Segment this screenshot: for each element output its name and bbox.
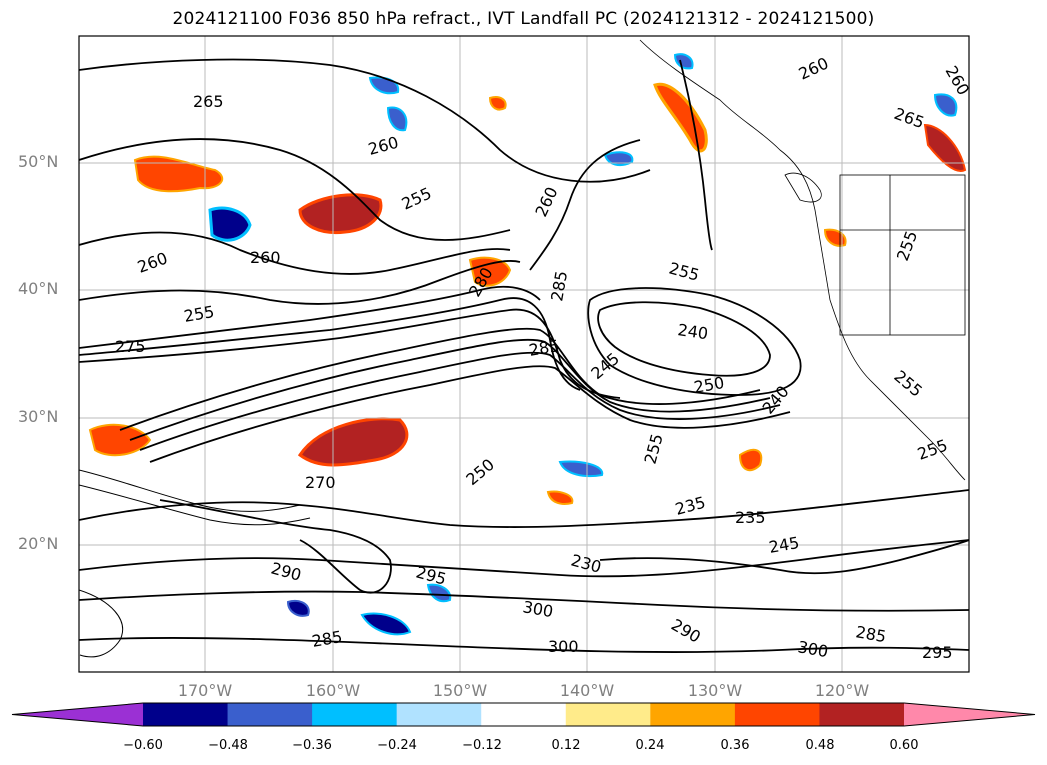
contour-label: 270: [305, 473, 336, 492]
lon-label: 120°W: [814, 681, 870, 700]
shaded-anomalies: [88, 53, 967, 636]
colorbar: [11, 702, 1036, 727]
colorbar-tick: 0.36: [720, 738, 750, 753]
contour-label: 260: [250, 248, 281, 267]
colorbar-tick: 0.48: [805, 738, 835, 753]
colorbar-extend-min: [12, 703, 143, 726]
colorbar-tick: 0.12: [551, 738, 581, 753]
map-title: 2024121100 F036 850 hPa refract., IVT La…: [172, 9, 875, 29]
colorbar-segment: [227, 703, 313, 726]
contour-lines: [79, 58, 969, 653]
colorbar-segment: [650, 703, 736, 726]
contour-label: 300: [548, 637, 579, 656]
colorbar-tick: 0.24: [635, 738, 665, 753]
colorbar-segment: [143, 703, 229, 726]
lon-label: 140°W: [559, 681, 615, 700]
contour-label: 295: [922, 643, 953, 662]
coastlines: [639, 39, 966, 481]
colorbar-outline: [11, 702, 1036, 727]
map-frame: [78, 35, 970, 673]
colorbar-segment: [565, 703, 651, 726]
contour-label: 275: [115, 337, 146, 356]
contour-label: 240: [676, 320, 709, 343]
lat-label: 50°N: [18, 152, 59, 171]
colorbar-segment: [734, 703, 820, 726]
colorbar-tick: −0.60: [123, 738, 163, 753]
lat-label: 20°N: [18, 534, 59, 553]
colorbar-tick: −0.36: [292, 738, 332, 753]
contour-lines-thin: [79, 469, 311, 658]
colorbar-segment: [312, 703, 398, 726]
lon-label: 160°W: [305, 681, 361, 700]
colorbar-extend-max: [904, 703, 1035, 726]
colorbar-tick: −0.12: [462, 738, 502, 753]
contour-label: 235: [735, 508, 766, 527]
lat-label: 40°N: [18, 279, 59, 298]
colorbar-segment: [481, 703, 567, 726]
colorbar-tick: −0.24: [377, 738, 417, 753]
lon-label: 150°W: [432, 681, 488, 700]
colorbar-tick: −0.48: [208, 738, 248, 753]
colorbar-segment: [819, 703, 905, 726]
lon-label: 170°W: [177, 681, 233, 700]
contour-label: 265: [193, 92, 224, 111]
lat-label: 30°N: [18, 407, 59, 426]
colorbar-segment: [396, 703, 482, 726]
lon-label: 130°W: [687, 681, 743, 700]
colorbar-tick: 0.60: [889, 738, 919, 753]
